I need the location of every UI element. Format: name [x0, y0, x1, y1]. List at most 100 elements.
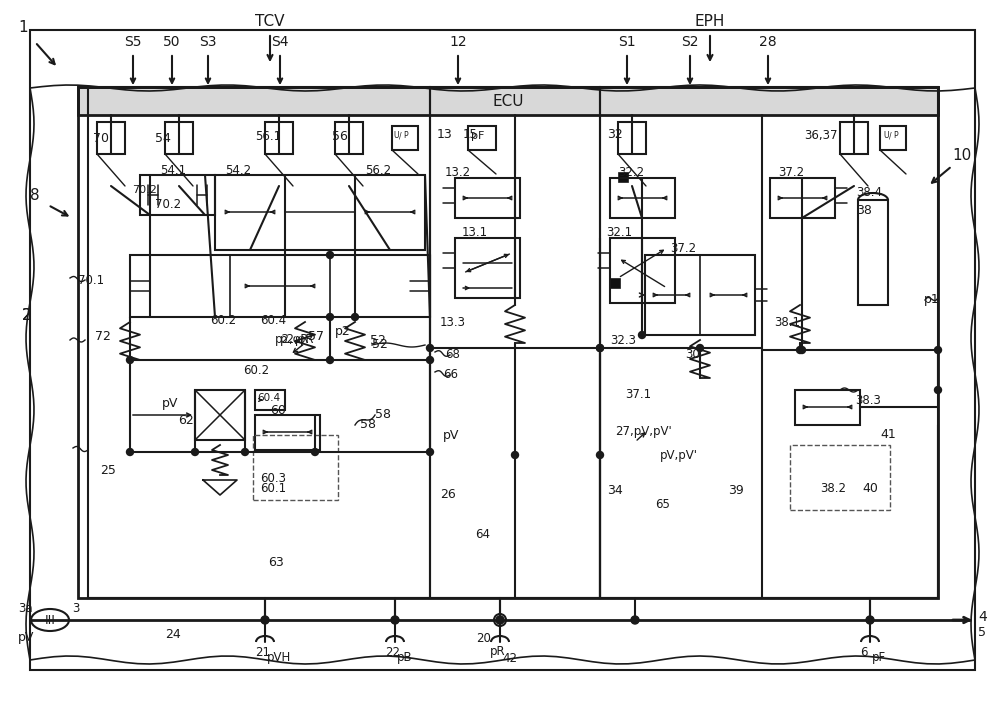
- Circle shape: [796, 346, 804, 353]
- Text: P: P: [893, 132, 898, 140]
- Text: 63: 63: [268, 555, 284, 569]
- Text: 8: 8: [30, 187, 40, 203]
- Text: 56: 56: [332, 130, 348, 142]
- Bar: [468, 126, 496, 150]
- Text: 65: 65: [655, 498, 670, 512]
- Text: 58: 58: [360, 418, 376, 432]
- Text: 37.2: 37.2: [670, 243, 696, 255]
- Text: 32: 32: [607, 128, 623, 142]
- Text: pF: pF: [872, 651, 886, 665]
- Circle shape: [798, 346, 806, 353]
- Text: 34: 34: [607, 484, 623, 496]
- Text: 70: 70: [93, 132, 109, 144]
- Text: /: /: [399, 132, 402, 140]
- Text: 13.2: 13.2: [445, 167, 471, 179]
- Bar: [795, 390, 860, 425]
- Text: 68: 68: [445, 348, 460, 362]
- Bar: [195, 390, 245, 440]
- Circle shape: [596, 451, 604, 458]
- Text: 5: 5: [978, 625, 986, 639]
- Bar: [618, 172, 628, 182]
- Bar: [880, 126, 906, 150]
- Bar: [600, 87, 938, 598]
- Text: S3: S3: [199, 35, 217, 49]
- Bar: [265, 122, 293, 154]
- Circle shape: [352, 313, 358, 320]
- Text: 70.1: 70.1: [78, 273, 104, 287]
- Text: 70.2: 70.2: [132, 185, 157, 195]
- Text: p2,φR: p2,φR: [280, 334, 314, 346]
- Text: 32.3: 32.3: [610, 334, 636, 346]
- Circle shape: [512, 451, 518, 458]
- Text: pV: pV: [162, 397, 178, 409]
- Text: pR: pR: [490, 646, 506, 658]
- Text: 54.1: 54.1: [160, 163, 186, 177]
- Text: S4: S4: [271, 35, 289, 49]
- Text: 22: 22: [385, 646, 400, 658]
- Circle shape: [326, 357, 334, 364]
- Text: 26: 26: [440, 489, 456, 501]
- Text: 2: 2: [22, 308, 32, 322]
- Text: 60.4: 60.4: [260, 313, 286, 327]
- Text: ECU: ECU: [492, 93, 524, 109]
- Text: S1: S1: [618, 35, 636, 49]
- Text: pV,pV': pV,pV': [660, 449, 698, 461]
- Text: U: U: [883, 132, 889, 140]
- Circle shape: [631, 616, 639, 624]
- Text: S2: S2: [681, 35, 699, 49]
- Text: 72: 72: [95, 330, 111, 343]
- Bar: [770, 178, 835, 218]
- Bar: [455, 178, 520, 218]
- Circle shape: [261, 616, 269, 624]
- Bar: [78, 87, 938, 115]
- Text: pB: pB: [397, 651, 413, 665]
- Bar: [455, 238, 520, 298]
- Circle shape: [391, 616, 399, 624]
- Bar: [255, 415, 320, 450]
- Text: 38.2: 38.2: [820, 482, 846, 494]
- Bar: [88, 87, 430, 598]
- Text: U: U: [393, 132, 398, 140]
- Text: 38.3: 38.3: [855, 393, 881, 407]
- Bar: [858, 200, 888, 305]
- Circle shape: [326, 313, 334, 320]
- Bar: [610, 278, 620, 288]
- Ellipse shape: [31, 609, 69, 631]
- Text: 3: 3: [72, 601, 79, 615]
- Text: 40: 40: [862, 482, 878, 494]
- Text: 4: 4: [978, 610, 987, 624]
- Bar: [130, 255, 430, 317]
- Circle shape: [639, 332, 646, 339]
- Bar: [78, 87, 938, 598]
- Text: 41: 41: [880, 428, 896, 442]
- Circle shape: [126, 449, 134, 456]
- Text: 39: 39: [728, 484, 744, 496]
- Circle shape: [326, 252, 334, 259]
- Text: 6: 6: [860, 646, 868, 658]
- Text: 42: 42: [502, 651, 517, 665]
- Text: S5: S5: [124, 35, 142, 49]
- Text: 66: 66: [443, 369, 458, 381]
- Circle shape: [866, 616, 874, 624]
- Circle shape: [696, 344, 704, 351]
- Text: 50: 50: [163, 35, 181, 49]
- Bar: [165, 122, 193, 154]
- Text: 64: 64: [475, 529, 490, 541]
- Text: 38.1: 38.1: [774, 315, 800, 329]
- Bar: [610, 178, 675, 218]
- Text: 60.4: 60.4: [257, 393, 280, 403]
- Circle shape: [192, 449, 198, 456]
- Text: 60.3: 60.3: [260, 472, 286, 484]
- Text: 13.3: 13.3: [440, 316, 466, 329]
- Text: pV: pV: [18, 632, 34, 644]
- Text: 57: 57: [308, 330, 324, 343]
- Bar: [253, 435, 338, 500]
- Bar: [392, 126, 418, 150]
- Text: 56.2: 56.2: [365, 163, 391, 177]
- Bar: [790, 445, 890, 510]
- Text: 15: 15: [463, 128, 478, 142]
- Circle shape: [596, 344, 604, 351]
- Text: 56.1: 56.1: [255, 130, 281, 142]
- Text: 52: 52: [370, 334, 386, 346]
- Text: TCV: TCV: [255, 15, 285, 29]
